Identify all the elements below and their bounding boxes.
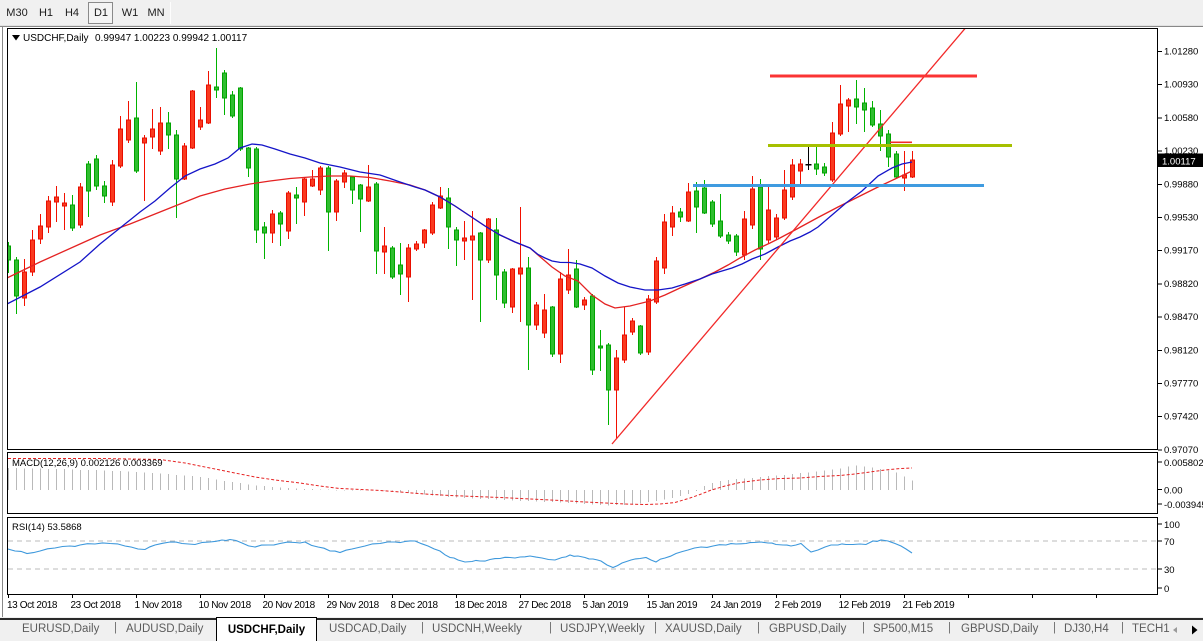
svg-text:0.99880: 0.99880: [1164, 179, 1198, 190]
svg-text:18 Dec 2018: 18 Dec 2018: [455, 600, 508, 611]
svg-text:12 Feb 2019: 12 Feb 2019: [839, 600, 892, 611]
svg-text:70: 70: [1164, 537, 1175, 548]
svg-text:1.00580: 1.00580: [1164, 113, 1198, 124]
svg-text:5 Jan 2019: 5 Jan 2019: [583, 600, 629, 611]
svg-text:0.97420: 0.97420: [1164, 412, 1198, 423]
svg-text:21 Feb 2019: 21 Feb 2019: [903, 600, 956, 611]
svg-text:MACD(12,26,9) 0.002126 0.00336: MACD(12,26,9) 0.002126 0.003369: [12, 458, 163, 469]
svg-text:8 Dec 2018: 8 Dec 2018: [391, 600, 439, 611]
svg-text:30: 30: [1164, 565, 1175, 576]
svg-text:USDCHF,Daily: USDCHF,Daily: [23, 33, 89, 44]
svg-text:1.00230: 1.00230: [1164, 146, 1198, 157]
svg-text:24 Jan 2019: 24 Jan 2019: [711, 600, 762, 611]
svg-text:1.00117: 1.00117: [1162, 157, 1196, 168]
svg-text:1.00930: 1.00930: [1164, 80, 1198, 91]
svg-text:0.97070: 0.97070: [1164, 445, 1198, 456]
svg-text:23 Oct 2018: 23 Oct 2018: [71, 600, 122, 611]
svg-text:2 Feb 2019: 2 Feb 2019: [775, 600, 822, 611]
svg-text:0: 0: [1164, 584, 1169, 595]
svg-text:RSI(14) 53.5868: RSI(14) 53.5868: [12, 522, 82, 533]
svg-text:29 Nov 2018: 29 Nov 2018: [327, 600, 380, 611]
svg-text:1 Nov 2018: 1 Nov 2018: [135, 600, 183, 611]
svg-text:0.005802: 0.005802: [1164, 458, 1203, 469]
svg-text:13 Oct 2018: 13 Oct 2018: [7, 600, 58, 611]
svg-text:0.99947 1.00223 0.99942 1.0011: 0.99947 1.00223 0.99942 1.00117: [95, 33, 248, 44]
svg-text:100: 100: [1164, 520, 1180, 531]
svg-text:0.98120: 0.98120: [1164, 345, 1198, 356]
svg-text:10 Nov 2018: 10 Nov 2018: [199, 600, 252, 611]
svg-text:0.97770: 0.97770: [1164, 379, 1198, 390]
svg-text:0.98470: 0.98470: [1164, 312, 1198, 323]
svg-text:1.01280: 1.01280: [1164, 47, 1198, 58]
svg-text:0.99170: 0.99170: [1164, 246, 1198, 257]
svg-text:0.00: 0.00: [1164, 486, 1183, 497]
svg-text:0.99530: 0.99530: [1164, 213, 1198, 224]
svg-text:20 Nov 2018: 20 Nov 2018: [263, 600, 316, 611]
svg-text:15 Jan 2019: 15 Jan 2019: [647, 600, 698, 611]
svg-text:0.98820: 0.98820: [1164, 279, 1198, 290]
svg-text:27 Dec 2018: 27 Dec 2018: [519, 600, 572, 611]
svg-text:-0.003945: -0.003945: [1164, 500, 1203, 511]
